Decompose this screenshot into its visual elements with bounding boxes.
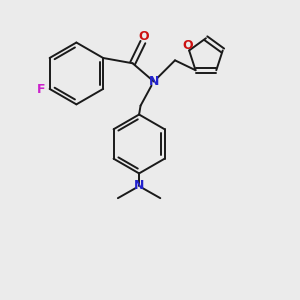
- Text: O: O: [182, 39, 193, 52]
- Text: N: N: [148, 75, 159, 88]
- Text: N: N: [134, 179, 144, 192]
- Text: O: O: [139, 30, 149, 43]
- Text: F: F: [37, 83, 46, 96]
